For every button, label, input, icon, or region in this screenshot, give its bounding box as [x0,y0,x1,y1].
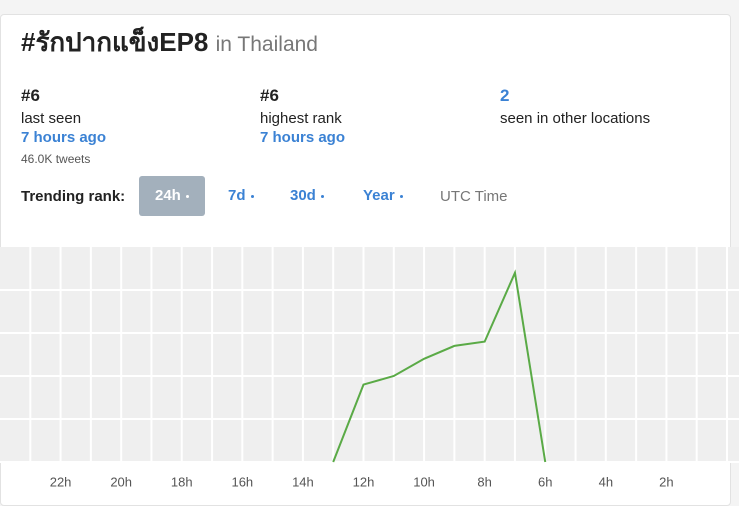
stat-label: highest rank [260,110,342,127]
x-tick-label: 8h [477,474,491,489]
stat-note: 46.0K tweets [21,152,91,166]
tab-dot [399,194,403,198]
x-tick-label: 4h [599,474,613,489]
stat-value: #6 [21,86,40,105]
tab-label: 7d [228,187,246,204]
x-tick-label: 6h [538,474,552,489]
x-tick-label: 10h [413,474,435,489]
tab-dot [185,194,189,198]
tab-label: Year [363,187,395,204]
plot-background [0,247,739,462]
stat-label: seen in other locations [500,110,651,127]
location[interactable]: in Thailand [215,33,318,56]
x-tick-label: 20h [110,474,132,489]
x-tick-label: 2h [659,474,673,489]
chart: 22h 20h 18h 16h 14h 12h 10h 8h 6h 4h 2h [0,247,739,489]
timezone[interactable]: UTC Time [440,188,508,205]
x-tick-label: 18h [171,474,193,489]
tab-label: 30d [290,187,316,204]
stat-label: last seen [21,110,82,127]
tab-label: 24h [155,187,181,204]
tab-dot [250,194,254,198]
tab-dot [320,194,324,198]
tab[interactable]: 24h [139,176,205,216]
x-tick-label: 12h [353,474,375,489]
tab[interactable]: Year [347,176,419,216]
tab[interactable]: 7d [212,176,270,216]
x-tick-label: 16h [231,474,253,489]
stat-time[interactable]: 7 hours ago [260,129,346,146]
tab[interactable]: 30d [274,176,340,216]
hashtag: #รักปากแข็งEP8 [21,27,209,57]
title: #รักปากแข็งEP8 in Thailand [21,22,318,63]
x-tick-label: 14h [292,474,314,489]
stat-value[interactable]: 2 [500,86,510,105]
x-tick-label: 22h [50,474,72,489]
line [332,269,547,463]
stat-value: #6 [260,86,279,105]
stat-time[interactable]: 7 hours ago [21,129,107,146]
tabs-label: Trending rank: [21,188,126,205]
